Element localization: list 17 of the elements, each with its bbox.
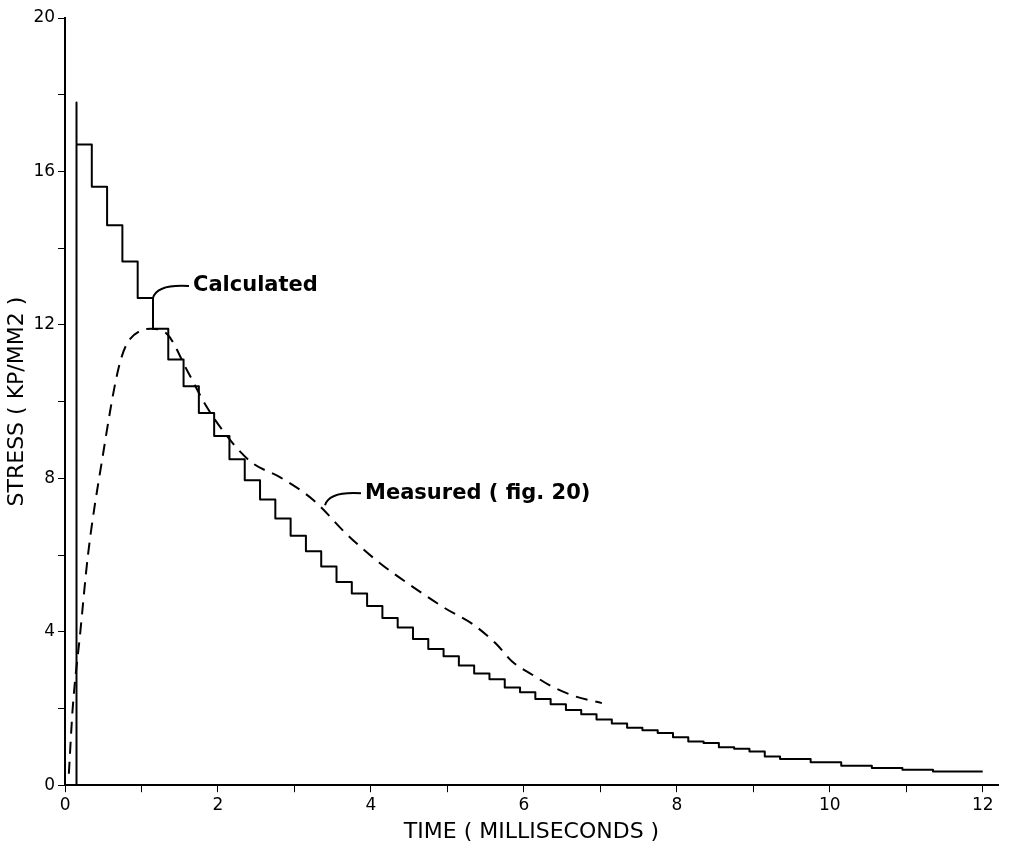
y-tick-label: 20 (33, 6, 56, 27)
x-tick-label: 8 (671, 793, 683, 814)
annotation: Measured ( fig. 20) (365, 479, 591, 504)
y-tick-label: 8 (44, 466, 56, 487)
x-axis-title: TIME ( MILLISECONDS ) (402, 817, 660, 843)
y-axis-title: STRESS ( KP/MM2 ) (2, 296, 28, 507)
annotation: Calculated (192, 272, 318, 297)
y-tick-label: 0 (44, 773, 56, 794)
x-tick-label: 2 (212, 793, 224, 814)
x-tick-label: 6 (518, 793, 530, 814)
x-tick-label: 4 (365, 793, 377, 814)
x-tick-label: 12 (971, 793, 994, 814)
y-tick-label: 12 (33, 313, 56, 334)
y-tick-label: 4 (44, 620, 56, 641)
y-tick-label: 16 (33, 159, 56, 180)
x-tick-label: 10 (818, 793, 841, 814)
x-tick-label: 0 (59, 793, 71, 814)
